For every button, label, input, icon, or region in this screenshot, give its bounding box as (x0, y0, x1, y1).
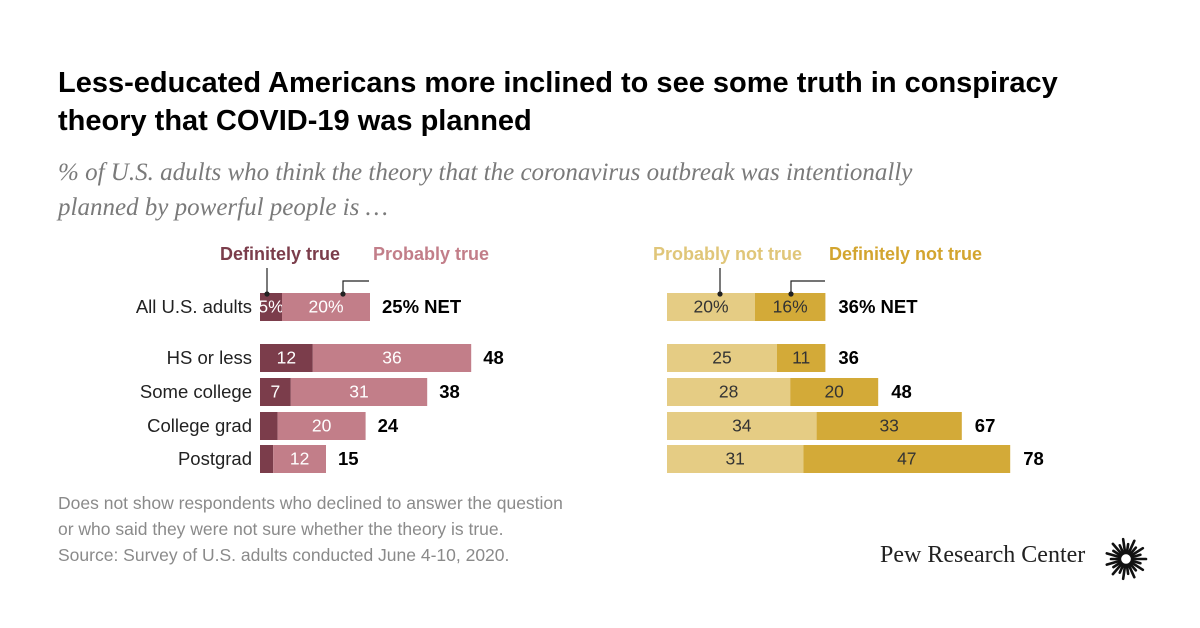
note-line-2: or who said they were not sure whether t… (58, 519, 504, 539)
subtitle-line-1: % of U.S. adults who think the theory th… (58, 159, 913, 186)
bar-label-definitely-not-true: 16% (773, 297, 808, 317)
bar-definitely-not-true (803, 445, 1011, 473)
bar-label-definitely-true: 12 (277, 348, 296, 368)
logo-ray (1130, 553, 1142, 559)
bar-definitely-not-true (777, 344, 826, 372)
net-not-true-label: 67 (975, 415, 996, 436)
net-true-label: 38 (439, 381, 460, 402)
net-true-label: 15 (338, 448, 359, 469)
bar-definitely-true (260, 412, 278, 440)
legend-probably-not-true: Probably not true (653, 244, 802, 264)
note-line-1: Does not show respondents who declined t… (58, 493, 563, 513)
net-true-label: 24 (378, 415, 399, 436)
legend-definitely-not-true-leader-line (790, 280, 825, 293)
bar-label-probably-not-true: 25 (712, 348, 731, 368)
bar-label-probably-true: 20 (312, 416, 332, 436)
logo-ray (1105, 552, 1122, 559)
logo-ray (1129, 560, 1145, 572)
bar-label-definitely-true: 5% (258, 297, 283, 317)
logo-ray (1111, 562, 1124, 576)
logo-ray (1125, 542, 1130, 555)
title-line-1: Less-educated Americans more inclined to… (58, 67, 1058, 99)
logo-ray (1128, 546, 1138, 556)
legend-definitely-true-leader-dot (264, 291, 270, 297)
bar-probably-true (282, 293, 370, 321)
bar-probably-true (277, 412, 366, 440)
bar-definitely-not-true (755, 293, 826, 321)
bar-probably-not-true (667, 378, 791, 406)
chart-note: Does not show respondents who declined t… (58, 490, 758, 568)
bar-label-definitely-not-true: 11 (792, 348, 810, 368)
logo-ray (1118, 544, 1125, 555)
bar-definitely-not-true (816, 412, 962, 440)
bar-label-probably-not-true: 20% (693, 297, 728, 317)
bar-probably-not-true (667, 293, 755, 321)
category-label: College grad (147, 415, 252, 436)
bar-label-probably-not-true: 34 (732, 416, 752, 436)
bar-label-definitely-true: 7 (271, 382, 281, 402)
bar-definitely-true (260, 344, 313, 372)
logo-ray (1118, 563, 1125, 574)
bar-probably-true (312, 344, 472, 372)
pew-logo-icon (1105, 537, 1148, 581)
category-label: All U.S. adults (136, 296, 252, 317)
logo-ray (1127, 539, 1136, 555)
logo-ray (1128, 562, 1138, 572)
logo-ray (1129, 546, 1145, 558)
bar-probably-not-true (667, 445, 804, 473)
bar-label-definitely-not-true: 20 (824, 382, 844, 402)
legend-probably-true-leader-line (342, 280, 369, 293)
bar-label-probably-true: 36 (382, 348, 401, 368)
bar-definitely-true (260, 378, 291, 406)
net-not-true-label: 78 (1023, 448, 1044, 469)
logo-ray (1112, 560, 1123, 569)
bar-definitely-not-true (790, 378, 879, 406)
net-not-true-label: 36 (838, 347, 859, 368)
source-line: Source: Survey of U.S. adults conducted … (58, 545, 510, 565)
logo-ray (1111, 542, 1124, 556)
bar-definitely-true (260, 293, 282, 321)
bar-label-definitely-not-true: 33 (879, 416, 898, 436)
bar-label-definitely-not-true: 47 (897, 449, 916, 469)
legend-probably-true-leader-dot (340, 291, 346, 297)
bar-label-probably-true: 20% (308, 297, 343, 317)
logo-ray (1125, 563, 1130, 576)
pew-logo-text: Pew Research Center (880, 542, 1086, 568)
bar-label-probably-not-true: 28 (719, 382, 738, 402)
net-true-label: 48 (483, 347, 504, 368)
bar-label-probably-true: 31 (349, 382, 368, 402)
title-line-2: theory that COVID-19 was planned (58, 105, 532, 137)
bar-probably-true (290, 378, 428, 406)
logo-ray (1127, 563, 1136, 579)
bar-label-probably-true: 12 (290, 449, 309, 469)
logo-ray (1130, 559, 1142, 565)
legend-probably-true: Probably true (373, 244, 489, 264)
chart-title: Less-educated Americans more inclined to… (58, 64, 1158, 140)
category-label: Some college (140, 381, 252, 402)
bar-probably-not-true (667, 344, 777, 372)
net-not-true-label: 48 (891, 381, 912, 402)
legend-definitely-not-true: Definitely not true (829, 244, 982, 264)
category-label: HS or less (167, 347, 252, 368)
logo-ray (1112, 549, 1123, 558)
chart-subtitle: % of U.S. adults who think the theory th… (58, 155, 1158, 225)
bar-probably-not-true (667, 412, 817, 440)
legend-definitely-not-true-leader-dot (788, 291, 794, 297)
legend-probably-not-true-leader-dot (717, 291, 723, 297)
bar-probably-true (273, 445, 326, 473)
logo-ray (1105, 559, 1122, 566)
category-label: Postgrad (178, 448, 252, 469)
net-not-true-label: 36% NET (838, 296, 918, 317)
bar-definitely-true (260, 445, 274, 473)
net-true-label: 25% NET (382, 296, 462, 317)
logo-ray (1121, 563, 1127, 581)
subtitle-line-2: planned by powerful people is … (58, 194, 388, 221)
legend-definitely-true: Definitely true (220, 244, 340, 264)
logo-ray (1121, 537, 1127, 555)
bar-label-probably-not-true: 31 (725, 449, 744, 469)
